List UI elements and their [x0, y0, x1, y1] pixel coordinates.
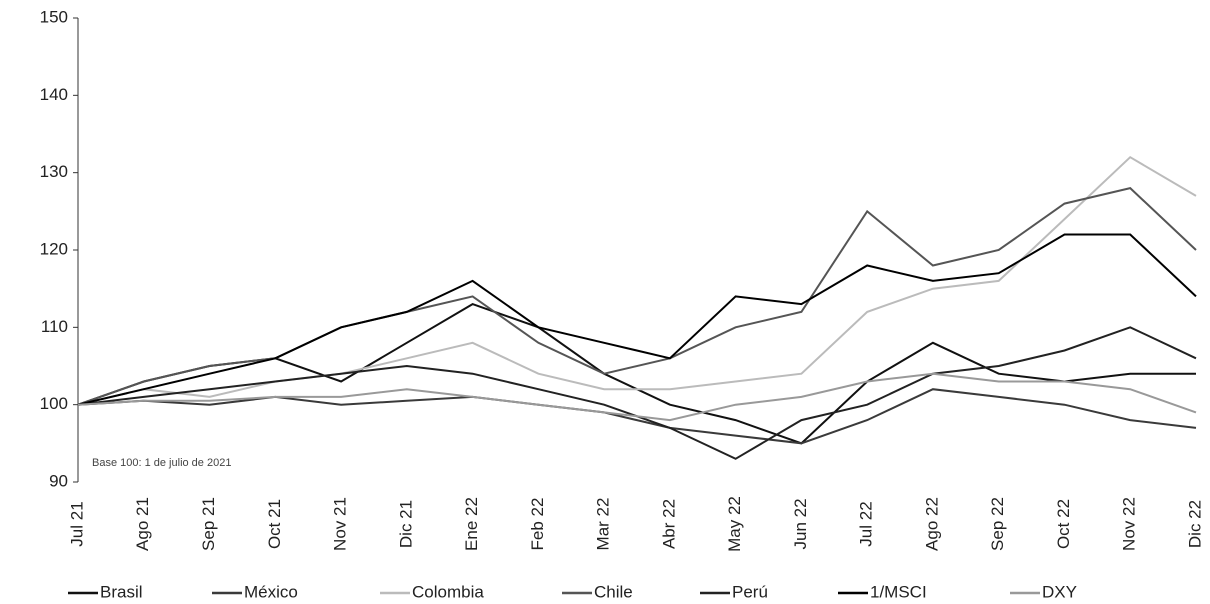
- annotation: Base 100: 1 de julio de 2021: [92, 457, 231, 469]
- series-line: [77, 372, 1197, 422]
- x-tick-label: Sep 22: [988, 497, 1007, 551]
- x-tick-label: Oct 21: [265, 499, 284, 549]
- legend-label: DXY: [1042, 582, 1077, 601]
- y-tick-label: 90: [49, 471, 68, 490]
- x-tick-label: Jul 21: [67, 501, 86, 546]
- series-line: [77, 187, 1197, 406]
- x-tick-label: Ago 22: [922, 497, 941, 551]
- series-line: [77, 155, 1197, 406]
- y-tick-label: 130: [40, 162, 68, 181]
- x-tick-label: Nov 21: [331, 497, 350, 551]
- y-tick-label: 150: [40, 7, 68, 26]
- x-tick-label: Mar 22: [594, 498, 613, 551]
- y-tick-label: 110: [41, 317, 68, 336]
- x-tick-label: Abr 22: [659, 499, 678, 549]
- series-line: [77, 233, 1197, 406]
- x-tick-label: Dic 21: [396, 500, 415, 548]
- x-tick-label: Oct 22: [1054, 499, 1073, 549]
- y-tick-label: 100: [40, 394, 68, 413]
- legend-label: Colombia: [412, 582, 484, 601]
- x-tick-label: Nov 22: [1120, 497, 1139, 551]
- x-tick-label: Jun 22: [791, 498, 810, 549]
- x-tick-label: Jul 22: [857, 501, 876, 546]
- series-line: [77, 326, 1197, 460]
- legend-label: Perú: [732, 582, 768, 601]
- x-tick-label: Feb 22: [528, 498, 547, 551]
- series-line: [77, 303, 1196, 445]
- y-tick-label: 120: [40, 239, 68, 258]
- legend-label: Chile: [594, 582, 633, 601]
- x-tick-label: Ene 22: [462, 497, 481, 551]
- legend-label: 1/MSCI: [870, 582, 927, 601]
- x-tick-label: Sep 21: [199, 497, 218, 551]
- legend-label: México: [244, 582, 298, 601]
- x-tick-label: May 22: [725, 496, 744, 552]
- x-tick-label: Dic 22: [1185, 500, 1204, 548]
- y-tick-label: 140: [40, 85, 68, 104]
- x-tick-label: Ago 21: [133, 497, 152, 551]
- legend-label: Brasil: [100, 582, 143, 601]
